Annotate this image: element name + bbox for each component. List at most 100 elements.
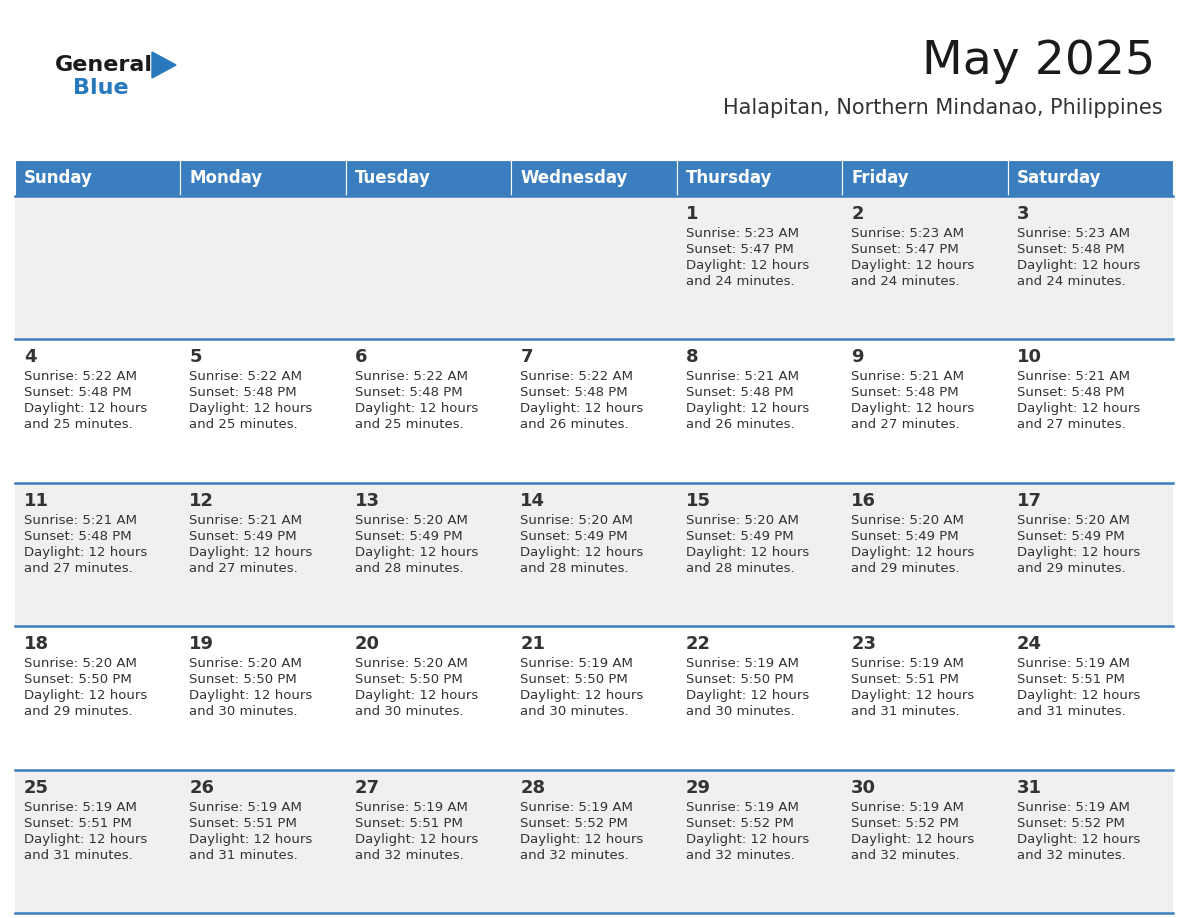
- Text: Sunset: 5:52 PM: Sunset: 5:52 PM: [520, 817, 628, 830]
- Text: Sunset: 5:49 PM: Sunset: 5:49 PM: [355, 530, 462, 543]
- Text: Sunset: 5:51 PM: Sunset: 5:51 PM: [24, 817, 132, 830]
- Text: Sunrise: 5:19 AM: Sunrise: 5:19 AM: [24, 800, 137, 813]
- Text: Sunrise: 5:19 AM: Sunrise: 5:19 AM: [520, 657, 633, 670]
- Text: Daylight: 12 hours: Daylight: 12 hours: [851, 689, 974, 702]
- Text: 31: 31: [1017, 778, 1042, 797]
- Text: Sunrise: 5:23 AM: Sunrise: 5:23 AM: [851, 227, 965, 240]
- Bar: [1007, 196, 1173, 340]
- Text: Sunset: 5:48 PM: Sunset: 5:48 PM: [189, 386, 297, 399]
- Text: May 2025: May 2025: [922, 39, 1155, 84]
- Polygon shape: [152, 52, 176, 78]
- Text: Daylight: 12 hours: Daylight: 12 hours: [685, 689, 809, 702]
- Text: and 28 minutes.: and 28 minutes.: [520, 562, 628, 575]
- Text: Sunset: 5:49 PM: Sunset: 5:49 PM: [685, 530, 794, 543]
- Text: and 28 minutes.: and 28 minutes.: [685, 562, 795, 575]
- Text: 15: 15: [685, 492, 710, 509]
- Text: Sunset: 5:48 PM: Sunset: 5:48 PM: [851, 386, 959, 399]
- Text: and 26 minutes.: and 26 minutes.: [520, 419, 628, 431]
- Text: Sunset: 5:51 PM: Sunset: 5:51 PM: [851, 673, 959, 686]
- Text: 11: 11: [24, 492, 49, 509]
- Text: and 32 minutes.: and 32 minutes.: [1017, 848, 1125, 862]
- Bar: [511, 483, 677, 626]
- Text: and 32 minutes.: and 32 minutes.: [355, 848, 463, 862]
- Text: Daylight: 12 hours: Daylight: 12 hours: [851, 259, 974, 272]
- Text: Daylight: 12 hours: Daylight: 12 hours: [24, 833, 147, 845]
- Bar: [1007, 769, 1173, 913]
- Text: Sunrise: 5:19 AM: Sunrise: 5:19 AM: [1017, 657, 1130, 670]
- Text: 17: 17: [1017, 492, 1042, 509]
- Bar: [677, 196, 842, 340]
- Text: Sunrise: 5:20 AM: Sunrise: 5:20 AM: [1017, 514, 1130, 527]
- Text: and 24 minutes.: and 24 minutes.: [685, 275, 795, 288]
- Bar: [842, 160, 1007, 196]
- Text: Sunrise: 5:22 AM: Sunrise: 5:22 AM: [24, 370, 137, 384]
- Text: Sunset: 5:48 PM: Sunset: 5:48 PM: [520, 386, 628, 399]
- Text: Halapitan, Northern Mindanao, Philippines: Halapitan, Northern Mindanao, Philippine…: [723, 98, 1163, 118]
- Bar: [511, 160, 677, 196]
- Text: 13: 13: [355, 492, 380, 509]
- Text: Sunset: 5:51 PM: Sunset: 5:51 PM: [189, 817, 297, 830]
- Text: Daylight: 12 hours: Daylight: 12 hours: [520, 546, 644, 559]
- Text: 16: 16: [851, 492, 876, 509]
- Text: Sunset: 5:50 PM: Sunset: 5:50 PM: [685, 673, 794, 686]
- Text: Blue: Blue: [72, 78, 128, 98]
- Text: Sunrise: 5:19 AM: Sunrise: 5:19 AM: [851, 657, 963, 670]
- Text: Daylight: 12 hours: Daylight: 12 hours: [520, 689, 644, 702]
- Text: Sunset: 5:50 PM: Sunset: 5:50 PM: [189, 673, 297, 686]
- Text: and 29 minutes.: and 29 minutes.: [1017, 562, 1125, 575]
- Bar: [181, 340, 346, 483]
- Text: and 29 minutes.: and 29 minutes.: [24, 705, 133, 718]
- Text: Sunrise: 5:21 AM: Sunrise: 5:21 AM: [189, 514, 303, 527]
- Text: and 24 minutes.: and 24 minutes.: [1017, 275, 1125, 288]
- Bar: [15, 160, 181, 196]
- Text: and 31 minutes.: and 31 minutes.: [24, 848, 133, 862]
- Text: Sunrise: 5:19 AM: Sunrise: 5:19 AM: [1017, 800, 1130, 813]
- Text: Daylight: 12 hours: Daylight: 12 hours: [851, 546, 974, 559]
- Text: General: General: [55, 55, 153, 75]
- Text: and 30 minutes.: and 30 minutes.: [189, 705, 298, 718]
- Text: Friday: Friday: [851, 169, 909, 187]
- Text: Sunset: 5:47 PM: Sunset: 5:47 PM: [851, 243, 959, 256]
- Text: Daylight: 12 hours: Daylight: 12 hours: [1017, 833, 1139, 845]
- Text: 8: 8: [685, 349, 699, 366]
- Text: and 25 minutes.: and 25 minutes.: [189, 419, 298, 431]
- Text: and 25 minutes.: and 25 minutes.: [24, 419, 133, 431]
- Text: and 27 minutes.: and 27 minutes.: [189, 562, 298, 575]
- Text: Sunset: 5:48 PM: Sunset: 5:48 PM: [24, 386, 132, 399]
- Text: Sunset: 5:48 PM: Sunset: 5:48 PM: [1017, 243, 1124, 256]
- Text: Daylight: 12 hours: Daylight: 12 hours: [851, 833, 974, 845]
- Bar: [677, 769, 842, 913]
- Text: Sunset: 5:48 PM: Sunset: 5:48 PM: [685, 386, 794, 399]
- Text: Sunrise: 5:21 AM: Sunrise: 5:21 AM: [851, 370, 965, 384]
- Text: 26: 26: [189, 778, 214, 797]
- Bar: [677, 483, 842, 626]
- Text: 14: 14: [520, 492, 545, 509]
- Text: Daylight: 12 hours: Daylight: 12 hours: [355, 546, 478, 559]
- Text: Daylight: 12 hours: Daylight: 12 hours: [520, 402, 644, 416]
- Text: Daylight: 12 hours: Daylight: 12 hours: [189, 689, 312, 702]
- Text: 1: 1: [685, 205, 699, 223]
- Text: Sunrise: 5:21 AM: Sunrise: 5:21 AM: [685, 370, 798, 384]
- Bar: [346, 626, 511, 769]
- Bar: [346, 160, 511, 196]
- Text: and 30 minutes.: and 30 minutes.: [685, 705, 795, 718]
- Text: 28: 28: [520, 778, 545, 797]
- Text: 29: 29: [685, 778, 710, 797]
- Text: Daylight: 12 hours: Daylight: 12 hours: [24, 689, 147, 702]
- Text: Sunrise: 5:19 AM: Sunrise: 5:19 AM: [685, 657, 798, 670]
- Text: 30: 30: [851, 778, 876, 797]
- Bar: [511, 340, 677, 483]
- Bar: [181, 483, 346, 626]
- Text: Daylight: 12 hours: Daylight: 12 hours: [24, 546, 147, 559]
- Text: and 27 minutes.: and 27 minutes.: [851, 419, 960, 431]
- Text: Sunrise: 5:23 AM: Sunrise: 5:23 AM: [685, 227, 798, 240]
- Text: and 30 minutes.: and 30 minutes.: [520, 705, 628, 718]
- Text: Daylight: 12 hours: Daylight: 12 hours: [685, 546, 809, 559]
- Text: Sunset: 5:52 PM: Sunset: 5:52 PM: [851, 817, 959, 830]
- Text: Sunset: 5:48 PM: Sunset: 5:48 PM: [1017, 386, 1124, 399]
- Bar: [181, 769, 346, 913]
- Text: 22: 22: [685, 635, 710, 654]
- Text: Daylight: 12 hours: Daylight: 12 hours: [189, 546, 312, 559]
- Text: Sunset: 5:49 PM: Sunset: 5:49 PM: [851, 530, 959, 543]
- Text: 6: 6: [355, 349, 367, 366]
